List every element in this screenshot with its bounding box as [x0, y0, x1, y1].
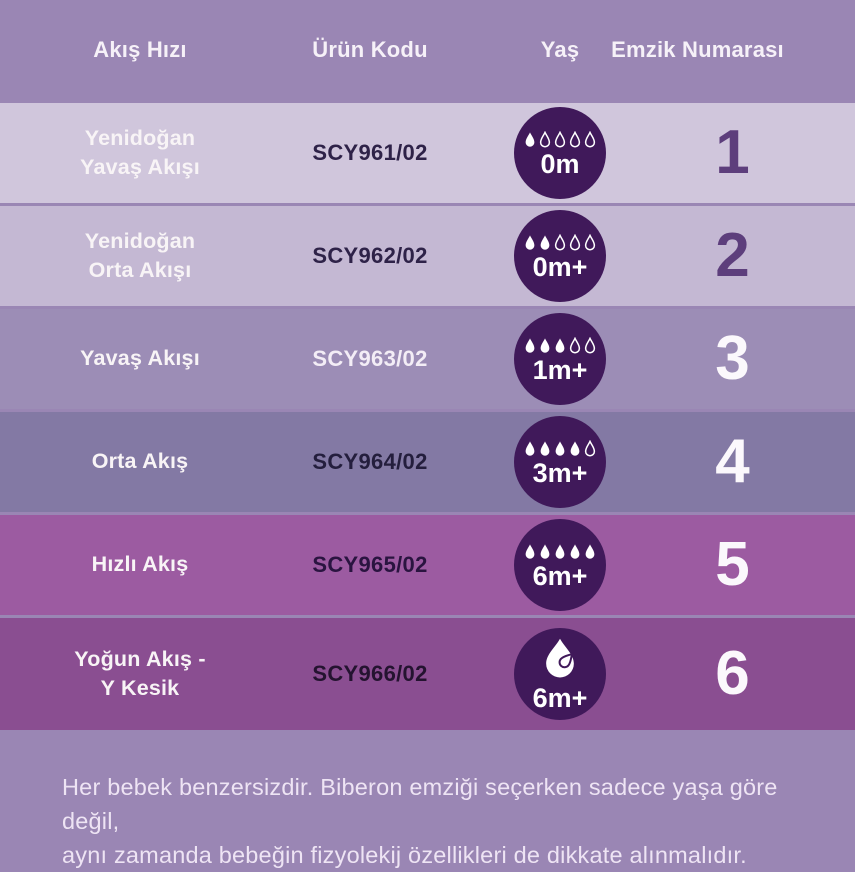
nipple-number: 4 [715, 427, 750, 496]
product-code: SCY963/02 [312, 346, 428, 371]
product-code: SCY961/02 [312, 140, 428, 165]
flow-level-drops-icon [523, 337, 597, 355]
header-nipple-number: Emzik Numarası [611, 37, 784, 62]
flow-level-drops-icon [523, 234, 597, 252]
flow-level-drops-icon [523, 543, 597, 561]
header-product-code: Ürün Kodu [312, 37, 428, 62]
table-row: Orta Akış SCY964/02 3m+ 4 [0, 412, 855, 512]
age-label: 6m+ [532, 683, 588, 714]
age-badge: 3m+ [514, 416, 606, 508]
footer-note: Her bebek benzersizdir. Biberon emziği s… [62, 774, 778, 869]
age-badge: 1m+ [514, 313, 606, 405]
table-row: Yenidoğan Orta Akışı SCY962/02 0m+ 2 [0, 206, 855, 306]
table-header: Akış Hızı Ürün Kodu Yaş Emzik Numarası [0, 0, 855, 100]
product-code: SCY962/02 [312, 243, 428, 268]
nipple-number: 2 [715, 221, 750, 290]
flow-label: Yenidoğan Orta Akışı [84, 228, 196, 282]
age-label: 6m+ [532, 561, 588, 592]
flow-label: Orta Akış [91, 449, 189, 474]
table-row: Hızlı Akış SCY965/02 6m+ 5 [0, 515, 855, 615]
flow-level-drops-icon [523, 440, 597, 458]
product-code: SCY964/02 [312, 449, 428, 474]
y-cut-drop-icon [534, 635, 586, 683]
age-label: 3m+ [532, 458, 588, 489]
age-badge: 6m+ [514, 628, 606, 720]
age-badge: 0m [514, 107, 606, 199]
table-row: Yavaş Akışı SCY963/02 1m+ 3 [0, 309, 855, 409]
flow-label: Yenidoğan Yavaş Akışı [80, 125, 200, 179]
product-code: SCY965/02 [312, 552, 428, 577]
header-flow-speed: Akış Hızı [93, 37, 187, 62]
flow-label: Yoğun Akış - Y Kesik [74, 646, 206, 700]
flow-label: Hızlı Akış [91, 552, 189, 577]
header-age: Yaş [540, 37, 580, 62]
table-row: Yenidoğan Yavaş Akışı SCY961/02 0m 1 [0, 103, 855, 203]
nipple-number: 3 [715, 324, 750, 393]
age-label: 0m+ [532, 252, 588, 283]
age-badge: 0m+ [514, 210, 606, 302]
table-row: Yoğun Akış - Y Kesik SCY966/02 6m+ 6 [0, 618, 855, 730]
age-badge: 6m+ [514, 519, 606, 611]
nipple-number: 1 [715, 118, 750, 187]
product-code: SCY966/02 [312, 661, 428, 686]
nipple-number: 6 [715, 639, 750, 708]
age-label: 0m [540, 149, 580, 180]
nipple-number: 5 [715, 530, 750, 599]
flow-level-drops-icon [523, 131, 597, 149]
flow-label: Yavaş Akışı [80, 346, 200, 371]
age-label: 1m+ [532, 355, 588, 386]
